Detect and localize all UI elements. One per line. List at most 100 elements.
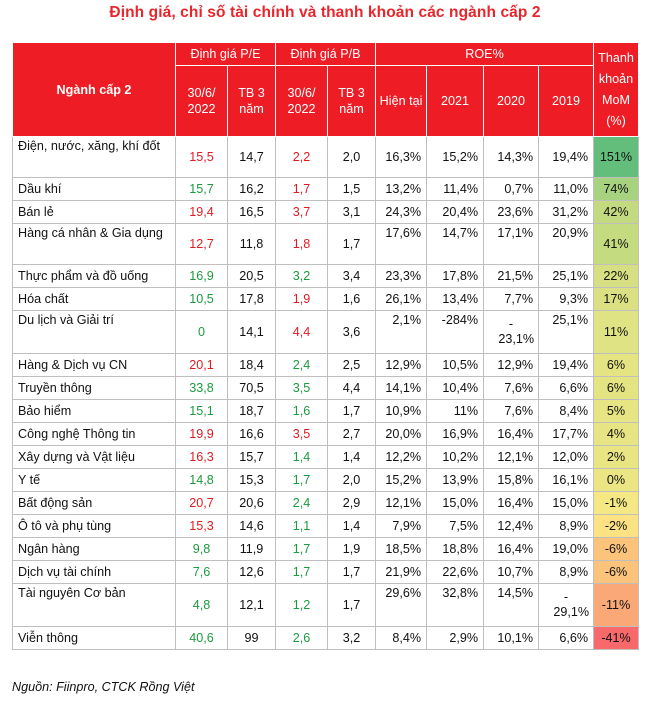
cell-roe-current: 13,2%	[375, 177, 428, 201]
cell-roe-2021: 32,8%	[426, 583, 485, 627]
cell-roe-2019: 15,0%	[538, 491, 595, 515]
cell-roe-current: 16,3%	[375, 136, 428, 178]
cell-roe-2020: 14,5%	[483, 583, 540, 627]
cell-roe-2021: 11,4%	[426, 177, 485, 201]
cell-pe-current: 40,6	[175, 626, 228, 650]
table-row: Ô tô và phụ tùng 15,3 14,6 1,1 1,4 7,9% 7,5% 12…	[12, 514, 640, 538]
header-pb-avg: TB 3 năm	[327, 65, 377, 137]
cell-pe-avg: 18,7	[226, 399, 277, 423]
cell-pe-avg: 20,5	[226, 264, 277, 288]
cell-pb-current: 1,7	[275, 468, 329, 492]
cell-pb-avg: 1,7	[327, 223, 377, 265]
cell-pe-avg: 17,8	[226, 287, 277, 311]
table-row: Dầu khí 15,7 16,2 1,7 1,5 13,2% 11,4% 0,7% 11,0%…	[12, 177, 640, 201]
source-note: Nguồn: Fiinpro, CTCK Rồng Việt	[12, 680, 195, 694]
cell-roe-2020: -23,1%	[483, 310, 540, 354]
cell-roe-2021: 13,4%	[426, 287, 485, 311]
cell-roe-2020: 21,5%	[483, 264, 540, 288]
header-pe: Định giá P/E	[174, 42, 277, 66]
cell-roe-2021: 11%	[426, 399, 485, 423]
header-pb: Định giá P/B	[275, 42, 377, 66]
cell-roe-2021: 16,9%	[426, 422, 485, 446]
cell-roe-current: 10,9%	[375, 399, 428, 423]
cell-roe-2019: 25,1%	[538, 264, 595, 288]
cell-liquidity: 17%	[593, 287, 640, 311]
cell-pe-avg: 14,6	[226, 514, 277, 538]
cell-roe-2020: 23,6%	[483, 200, 540, 224]
header-liquidity: Thanh khoản MoM (%)	[593, 42, 640, 137]
cell-roe-2019: 8,9%	[538, 514, 595, 538]
cell-pe-avg: 15,7	[226, 445, 277, 469]
cell-pe-avg: 16,2	[226, 177, 277, 201]
cell-pe-current: 19,9	[175, 422, 228, 446]
cell-roe-2020: 7,6%	[483, 376, 540, 400]
cell-roe-current: 12,1%	[375, 491, 428, 515]
table-row: Hàng & Dịch vụ CN 20,1 18,4 2,4 2,5 12,9% 10,5…	[12, 353, 640, 377]
cell-pb-avg: 4,4	[327, 376, 377, 400]
cell-liquidity: 151%	[593, 136, 640, 178]
cell-pe-current: 7,6	[175, 560, 228, 584]
cell-pb-current: 1,1	[275, 514, 329, 538]
cell-roe-2021: 17,8%	[426, 264, 485, 288]
cell-roe-2021: 13,9%	[426, 468, 485, 492]
cell-pb-current: 2,4	[275, 353, 329, 377]
header-roe: ROE%	[375, 42, 595, 66]
cell-pb-avg: 3,2	[327, 626, 377, 650]
cell-liquidity: 41%	[593, 223, 640, 265]
cell-pe-avg: 16,5	[226, 200, 277, 224]
cell-pb-avg: 3,4	[327, 264, 377, 288]
cell-pb-current: 2,6	[275, 626, 329, 650]
table-row: Điện, nước, xăng, khí đốt 15,5 14,7 2,2 2,0 1…	[12, 136, 640, 178]
cell-pe-current: 20,1	[175, 353, 228, 377]
cell-roe-2019: 25,1%	[538, 310, 595, 354]
cell-sector-name: Dịch vụ tài chính	[12, 560, 176, 584]
cell-sector-name: Truyền thông	[12, 376, 176, 400]
cell-pb-current: 1,6	[275, 399, 329, 423]
cell-pe-avg: 20,6	[226, 491, 277, 515]
cell-roe-2019: 16,1%	[538, 468, 595, 492]
cell-pb-avg: 1,5	[327, 177, 377, 201]
cell-sector-name: Hàng cá nhân & Gia dụng	[12, 223, 176, 265]
cell-roe-current: 29,6%	[375, 583, 428, 627]
cell-pb-current: 4,4	[275, 310, 329, 354]
cell-roe-2019: 17,7%	[538, 422, 595, 446]
cell-pe-current: 16,3	[175, 445, 228, 469]
cell-roe-2021: 7,5%	[426, 514, 485, 538]
cell-liquidity: 5%	[593, 399, 640, 423]
header-roe-2019: 2019	[538, 65, 595, 137]
header-pe-date: 30/6/ 2022	[175, 65, 228, 137]
header-roe-2020: 2020	[483, 65, 540, 137]
cell-sector-name: Bán lẻ	[12, 200, 176, 224]
cell-roe-current: 2,1%	[375, 310, 428, 354]
cell-liquidity: -6%	[593, 560, 640, 584]
cell-pe-current: 10,5	[175, 287, 228, 311]
cell-roe-2020: 16,4%	[483, 491, 540, 515]
cell-roe-2021: 20,4%	[426, 200, 485, 224]
cell-pe-avg: 11,9	[226, 537, 277, 561]
cell-pe-current: 9,8	[175, 537, 228, 561]
cell-pe-avg: 70,5	[226, 376, 277, 400]
cell-roe-2020: 16,4%	[483, 537, 540, 561]
cell-pe-avg: 11,8	[226, 223, 277, 265]
cell-pe-avg: 12,6	[226, 560, 277, 584]
cell-roe-2019: 8,4%	[538, 399, 595, 423]
cell-roe-current: 18,5%	[375, 537, 428, 561]
cell-roe-current: 8,4%	[375, 626, 428, 650]
cell-sector-name: Tài nguyên Cơ bản	[12, 583, 176, 627]
header-roe-current: Hiện tại	[375, 65, 428, 137]
header-pb-date: 30/6/ 2022	[275, 65, 329, 137]
cell-roe-2021: 22,6%	[426, 560, 485, 584]
table-row: Hóa chất 10,5 17,8 1,9 1,6 26,1% 13,4% 7,7% 9,3%…	[12, 287, 640, 311]
cell-roe-2020: 12,1%	[483, 445, 540, 469]
cell-roe-current: 15,2%	[375, 468, 428, 492]
cell-pe-current: 12,7	[175, 223, 228, 265]
cell-liquidity: 0%	[593, 468, 640, 492]
cell-roe-2021: 10,5%	[426, 353, 485, 377]
table-row: Hàng cá nhân & Gia dụng 12,7 11,8 1,8 1,7 17,…	[12, 223, 640, 265]
cell-roe-2020: 14,3%	[483, 136, 540, 178]
cell-pb-current: 3,5	[275, 376, 329, 400]
cell-pb-avg: 3,6	[327, 310, 377, 354]
cell-pb-avg: 2,5	[327, 353, 377, 377]
cell-roe-2021: -284%	[426, 310, 485, 354]
cell-roe-2019: 12,0%	[538, 445, 595, 469]
